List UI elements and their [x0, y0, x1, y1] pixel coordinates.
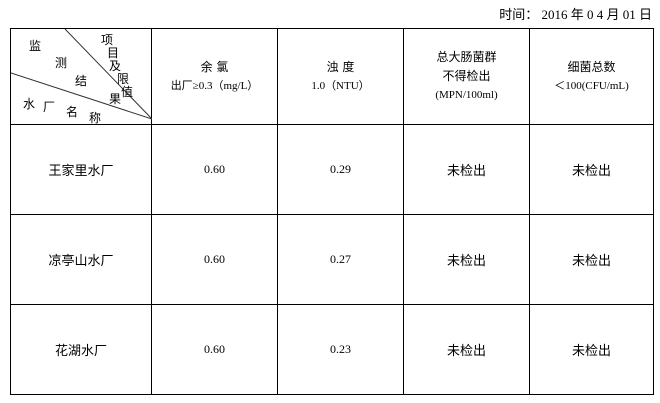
diagonal-lines [11, 29, 152, 120]
cell-value: 未检出 [529, 214, 654, 305]
header-line: ＜100(CFU/mL) [554, 79, 629, 92]
cell-value: 未检出 [403, 124, 530, 215]
header-line: 不得检出 [442, 69, 491, 83]
cell-value: 0.60 [151, 124, 278, 215]
cell-value: 0.60 [151, 304, 278, 395]
corner-header-cell: 监 测 结 果 项 目 及 限 值 水 厂 名 称 [10, 28, 152, 125]
plant-name: 王家里水厂 [10, 124, 152, 215]
corner-label: 水 [23, 97, 36, 111]
header-line: 细菌总数 [567, 59, 616, 74]
cell-value: 0.23 [277, 304, 404, 395]
plant-name: 花湖水厂 [10, 304, 152, 395]
cell-value: 未检出 [529, 304, 654, 395]
table-row: 王家里水厂 0.60 0.29 未检出 未检出 [10, 124, 654, 215]
cell-value: 未检出 [403, 304, 530, 395]
corner-label: 称 [89, 111, 102, 125]
corner-label: 厂 [43, 100, 56, 114]
cell-value: 未检出 [529, 124, 654, 215]
column-header-coliform: 总大肠菌群不得检出 (MPN/100ml) [403, 28, 530, 125]
corner-label: 及 [109, 59, 122, 73]
column-header-turbidity: 浊 度 1.0（NTU） [277, 28, 404, 125]
corner-label: 结 [75, 74, 88, 88]
cell-value: 0.29 [277, 124, 404, 215]
corner-label: 果 [109, 92, 122, 106]
header-line: 出厂≥0.3（mg/L） [170, 79, 259, 92]
cell-value: 0.60 [151, 214, 278, 305]
corner-label: 项 [101, 33, 114, 47]
report-date: 时间： 2016 年 0 4 月 01 日 [499, 7, 652, 22]
header-row: 监 测 结 果 项 目 及 限 值 水 厂 名 称 余 氯出厂≥0.3（mg/L… [10, 28, 654, 125]
table-row: 凉亭山水厂 0.60 0.27 未检出 未检出 [10, 214, 654, 305]
column-header-residual-chlorine: 余 氯出厂≥0.3（mg/L） [151, 28, 278, 125]
cell-value: 未检出 [403, 214, 530, 305]
header-line: 浊 度 [326, 59, 355, 74]
header-line: 1.0（NTU） [311, 79, 370, 92]
table-row: 花湖水厂 0.60 0.23 未检出 未检出 [10, 304, 654, 395]
plant-name: 凉亭山水厂 [10, 214, 152, 305]
corner-label: 监 [29, 39, 42, 53]
corner-label: 名 [66, 105, 79, 119]
corner-label: 目 [107, 46, 120, 60]
header-line: 总大肠菌群 [436, 50, 497, 64]
corner-label: 限 [117, 72, 130, 86]
corner-label: 测 [55, 56, 68, 70]
column-header-bacteria-count: 细菌总数 ＜100(CFU/mL) [529, 28, 654, 125]
header-line: (MPN/100ml) [435, 89, 498, 101]
header-line: 余 氯 [200, 59, 229, 74]
corner-label: 值 [121, 85, 134, 99]
water-quality-table: 监 测 结 果 项 目 及 限 值 水 厂 名 称 余 氯出厂≥0.3（mg/L… [10, 28, 654, 395]
cell-value: 0.27 [277, 214, 404, 305]
